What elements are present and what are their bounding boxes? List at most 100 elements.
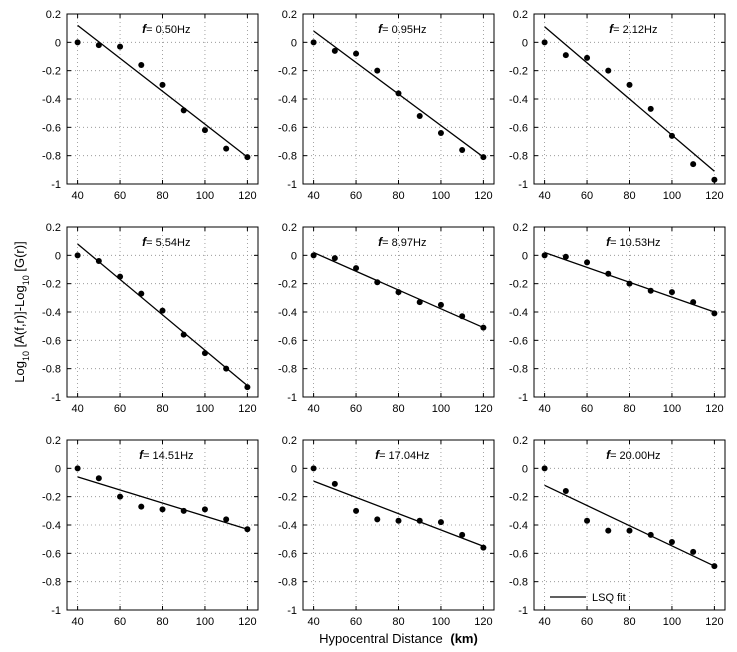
freq-value: = 0.50Hz: [146, 24, 190, 36]
y-tick-label: -0.8: [509, 364, 528, 376]
y-tick-label: -0.6: [42, 548, 61, 560]
data-point: [668, 539, 675, 545]
data-point: [95, 475, 102, 482]
fit-line: [77, 24, 248, 158]
x-tick-label: 40: [538, 616, 550, 628]
x-tick-label: 100: [432, 190, 450, 202]
fit-line: [544, 26, 715, 172]
data-point: [223, 365, 230, 372]
plot-frame: [66, 13, 259, 185]
freq-label: f= 5.54Hz: [142, 235, 190, 249]
y-axis-label-text: [A(f,r)]-Log: [12, 285, 27, 351]
x-axis-label-unit: (km): [450, 631, 477, 646]
data-point: [117, 43, 124, 50]
data-point: [74, 39, 81, 46]
data-point: [437, 519, 444, 526]
y-axis-label-subscript: 10: [21, 351, 31, 361]
y-tick-label: -0.4: [42, 520, 61, 532]
x-tick-label: 100: [663, 190, 681, 202]
freq-label: f= 14.51Hz: [139, 448, 193, 462]
legend-label: LSQ fit: [592, 592, 626, 604]
y-tick-label: -0.2: [509, 279, 528, 291]
data-point: [201, 350, 208, 357]
data-point: [416, 299, 423, 306]
y-tick-label: 0: [55, 250, 61, 262]
data-point: [711, 176, 718, 183]
y-tick-label: -0.2: [42, 492, 61, 504]
y-tick-label: -1: [51, 179, 61, 191]
grid: [303, 14, 494, 184]
data-point: [459, 313, 466, 320]
data-point: [138, 290, 145, 297]
y-tick-label: -0.8: [509, 577, 528, 589]
y-tick-label: -0.2: [509, 66, 528, 78]
x-tick-label: 60: [581, 403, 593, 415]
x-tick-label: 120: [705, 616, 723, 628]
y-tick-label: 0.2: [282, 9, 297, 21]
x-tick-label: 80: [156, 616, 168, 628]
x-tick-label: 40: [71, 190, 83, 202]
x-tick-label: 120: [474, 403, 492, 415]
fit-line: [544, 484, 715, 567]
data-point: [374, 516, 381, 523]
x-axis-label-text: Hypocentral Distance: [319, 631, 443, 646]
data-point: [562, 253, 569, 260]
data-point: [690, 161, 697, 168]
data-point: [117, 493, 124, 500]
freq-value: = 20.00Hz: [610, 450, 660, 462]
x-tick-label: 100: [663, 403, 681, 415]
freq-symbol: f: [606, 235, 611, 249]
x-tick-label: 120: [238, 403, 256, 415]
freq-symbol: f: [378, 235, 383, 249]
x-tick-label: 60: [350, 190, 362, 202]
x-tick-label: 100: [432, 403, 450, 415]
freq-symbol: f: [142, 235, 147, 249]
data-point: [244, 526, 251, 533]
data-point: [480, 544, 487, 551]
y-tick-label: -1: [287, 392, 297, 404]
data-point: [159, 506, 166, 513]
data-point: [605, 67, 612, 74]
data-point: [310, 465, 317, 472]
y-tick-label: -0.4: [509, 520, 528, 532]
x-tick-label: 60: [114, 190, 126, 202]
freq-value: = 0.95Hz: [382, 24, 426, 36]
y-tick-label: 0: [522, 463, 528, 475]
data-point: [395, 517, 402, 524]
data-point: [711, 563, 718, 570]
fit-line: [313, 480, 484, 547]
x-tick-label: 120: [474, 616, 492, 628]
x-tick-label: 60: [350, 403, 362, 415]
x-tick-label: 80: [156, 403, 168, 415]
freq-value: = 17.04Hz: [379, 450, 429, 462]
data-point: [395, 90, 402, 97]
y-tick-label: -0.6: [509, 548, 528, 560]
y-axis-label-text: [G(r)]: [12, 241, 27, 275]
data-point: [626, 527, 633, 534]
y-tick-label: -1: [287, 179, 297, 191]
data-point: [626, 280, 633, 287]
freq-symbol: f: [606, 448, 611, 462]
data-point: [416, 517, 423, 524]
y-tick-label: 0.2: [513, 435, 528, 447]
freq-label: f= 2.12Hz: [609, 22, 657, 36]
y-tick-label: 0: [55, 37, 61, 49]
data-point: [541, 465, 548, 472]
data-point: [480, 324, 487, 331]
data-point: [201, 127, 208, 134]
x-tick-label: 80: [623, 190, 635, 202]
freq-symbol: f: [139, 448, 144, 462]
x-tick-label: 60: [114, 403, 126, 415]
data-point: [201, 506, 208, 513]
y-tick-label: -1: [518, 392, 528, 404]
data-point: [138, 62, 145, 68]
fit-line: [77, 476, 248, 530]
y-tick-label: -0.4: [42, 307, 61, 319]
data-point: [353, 507, 360, 514]
panel-7: 40 60 80 100 120 0.2 0 -0.2 -0.4 -0.6 -0.8 -1 f= 14.…: [42, 435, 259, 628]
y-tick-label: -0.6: [278, 548, 297, 560]
x-tick-label: 40: [307, 403, 319, 415]
x-tick-label: 60: [581, 190, 593, 202]
y-tick-label: -0.6: [509, 335, 528, 347]
